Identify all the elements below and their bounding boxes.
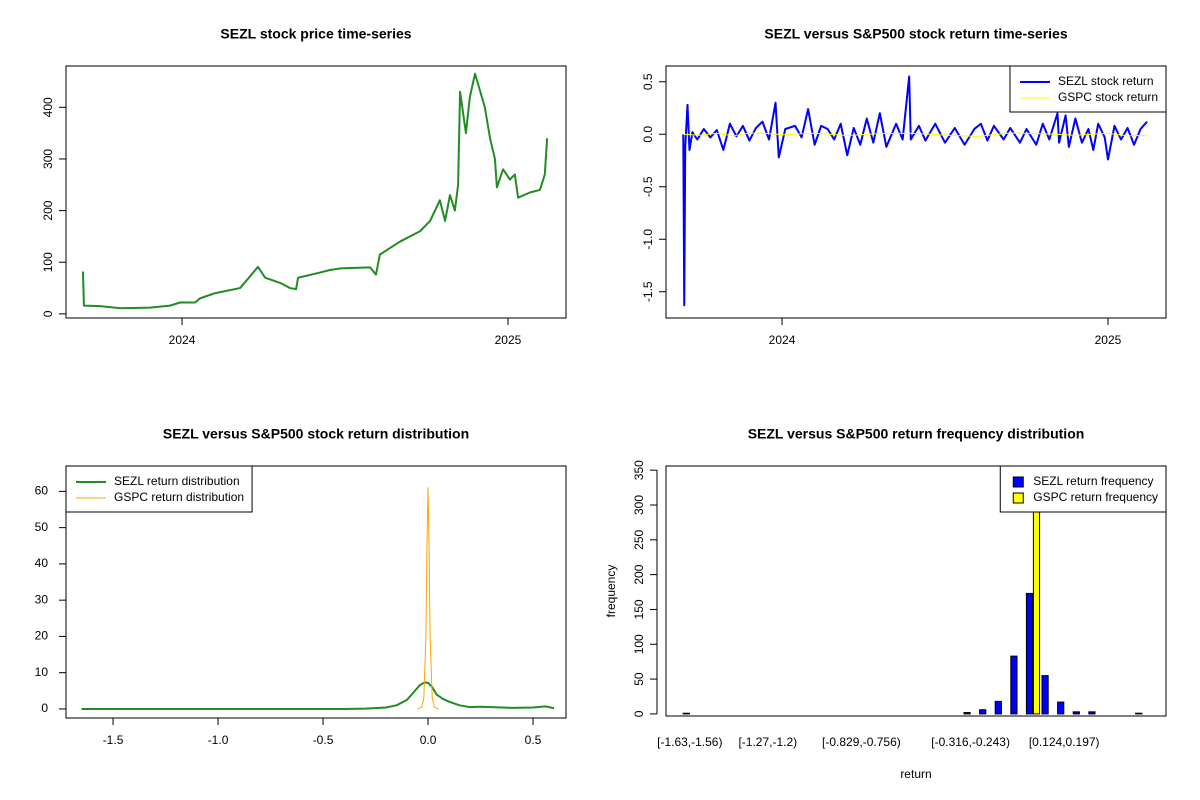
x-axis-label: return [900,767,931,781]
y-tick-label: 30 [35,592,49,606]
chart-title: SEZL versus S&P500 stock return distribu… [163,426,469,442]
y-tick-label: -1.5 [641,281,655,302]
y-tick-label: 100 [632,634,646,654]
bar [1088,711,1096,715]
series-line [81,681,555,710]
y-tick-label: 0 [41,310,55,317]
y-tick-label: 0 [41,701,48,715]
bar [1072,711,1080,715]
y-tick-label: 350 [632,460,646,480]
legend-swatch [1012,492,1024,504]
x-tick-label: [-1.63,-1.56) [657,735,722,749]
y-tick-label: 50 [35,520,49,534]
bar [1041,675,1049,715]
y-tick-label: 10 [35,665,49,679]
x-tick-label: [-1.27,-1.2) [738,735,797,749]
x-tick-label: 2025 [1095,333,1122,347]
x-tick-label: 0.5 [525,733,542,747]
series-line [81,72,549,310]
series-line [417,487,439,710]
x-tick-label: 0.0 [420,733,437,747]
y-tick-label: 0 [632,710,646,717]
legend-label: GSPC return frequency [1033,490,1158,504]
y-tick-label: 200 [41,200,55,220]
chart-title: SEZL versus S&P500 stock return time-ser… [764,26,1067,42]
y-axis-label: frequency [604,565,618,618]
y-tick-label: 0.5 [641,73,655,90]
bar [1025,592,1034,715]
legend-label: GSPC stock return [1058,90,1158,104]
bar [1135,712,1143,715]
bar [1057,701,1065,715]
chart-title: SEZL stock price time-series [220,26,411,42]
x-tick-label: [-0.316,-0.243) [931,735,1010,749]
series-line [683,132,1148,137]
chart-title: SEZL versus S&P500 return frequency dist… [748,426,1085,442]
y-tick-label: 0.0 [641,126,655,143]
legend: SEZL return frequency GSPC return frequen… [999,465,1167,513]
legend-label: SEZL stock return [1058,74,1154,88]
bar [963,712,971,715]
y-tick-label: 400 [41,97,55,117]
x-tick-label: -1.0 [208,733,229,747]
y-tick-label: 150 [632,599,646,619]
legend-box [65,465,253,513]
y-tick-label: 60 [35,484,49,498]
y-tick-label: 200 [632,564,646,584]
x-tick-label: -1.5 [103,733,124,747]
legend: SEZL stock return GSPC stock return [1009,65,1167,113]
bar [682,712,690,715]
x-tick-label: 2025 [495,333,522,347]
x-tick-label: 2024 [169,333,196,347]
y-tick-label: -0.5 [641,176,655,197]
y-tick-label: 250 [632,529,646,549]
bar [994,700,1002,715]
y-tick-label: 300 [632,495,646,515]
legend-label: GSPC return distribution [114,490,244,504]
y-tick-label: -1.0 [641,229,655,250]
legend-box [1009,65,1167,113]
x-tick-label: 2024 [769,333,796,347]
y-tick-label: 300 [41,149,55,169]
plot-box [665,465,1167,717]
y-tick-label: 40 [35,556,49,570]
y-tick-label: 100 [41,252,55,272]
y-tick-label: 20 [35,629,49,643]
x-tick-label: [0.124,0.197) [1029,735,1100,749]
bar [1010,655,1018,715]
y-tick-label: 50 [632,672,646,686]
x-tick-label: [-0.829,-0.756) [822,735,901,749]
legend-label: SEZL return frequency [1033,474,1153,488]
legend-box [999,465,1167,513]
legend-label: SEZL return distribution [114,474,240,488]
x-tick-label: -0.5 [313,733,334,747]
legend: SEZL return distribution GSPC return dist… [65,465,253,513]
bar [979,709,987,715]
bar [1032,466,1041,715]
legend-swatch [1012,476,1024,488]
